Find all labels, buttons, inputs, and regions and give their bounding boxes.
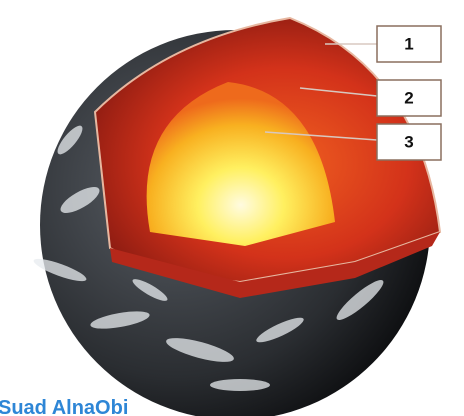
label-box (376, 123, 442, 161)
layer-label: 2 (404, 88, 413, 107)
watermark: Suad AlnaObi (0, 397, 128, 416)
layer-label: 3 (404, 132, 413, 151)
cut-floor (110, 232, 440, 298)
clouds (33, 125, 384, 391)
label-box (376, 79, 442, 117)
layer-label: 1 (404, 34, 413, 53)
label-box (376, 25, 442, 63)
leader-line (264, 131, 378, 141)
core (146, 82, 335, 246)
leader-line (299, 87, 378, 97)
